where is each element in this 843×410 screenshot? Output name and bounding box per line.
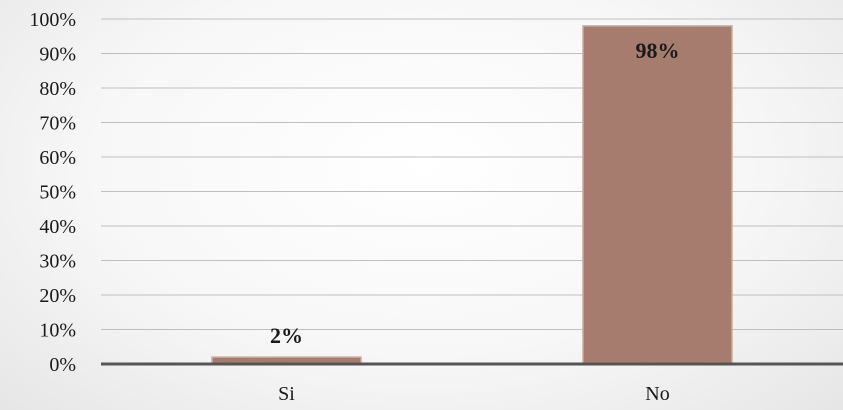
x-tick-labels: Si No (278, 383, 670, 405)
y-tick-label: 40% (39, 216, 76, 238)
gridlines (101, 18, 843, 330)
x-tick-label-no: No (645, 383, 669, 405)
y-tick-label: 0% (49, 354, 76, 376)
y-tick-label: 20% (39, 285, 76, 307)
y-tick-labels: 0% 10% 20% 30% 40% 50% 60% 70% 80% 90% 100% (29, 9, 76, 376)
bar-no (582, 25, 733, 365)
y-tick-label: 90% (39, 44, 76, 66)
y-tick-label: 30% (39, 251, 76, 273)
data-labels: 2% 98% (270, 38, 680, 348)
data-label-no: 98% (636, 38, 680, 63)
y-tick-label: 50% (39, 182, 76, 204)
y-tick-label: 100% (29, 9, 76, 31)
y-tick-label: 10% (39, 320, 76, 342)
y-tick-label: 60% (39, 147, 76, 169)
data-label-si: 2% (270, 323, 303, 348)
y-tick-label: 70% (39, 113, 76, 135)
x-tick-label-si: Si (278, 383, 295, 405)
y-tick-label: 80% (39, 78, 76, 100)
bars (211, 25, 733, 365)
